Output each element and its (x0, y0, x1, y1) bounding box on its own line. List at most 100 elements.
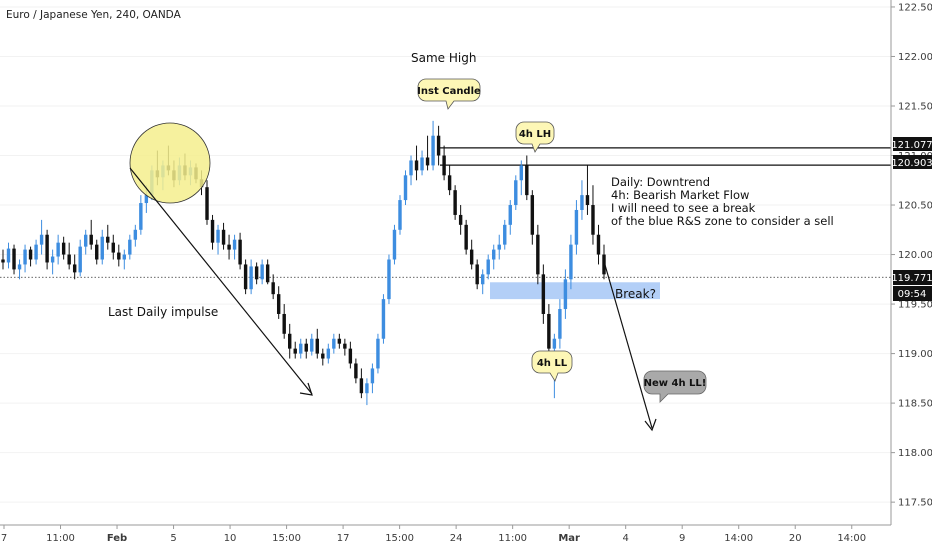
commentary-line-2: 4h: Bearish Market Flow (611, 188, 749, 202)
badge-countdown-bg (893, 286, 932, 301)
inst-candle-bubble-shape (417, 78, 481, 110)
commentary: Daily: Downtrend 4h: Bearish Market Flow… (611, 171, 834, 228)
candle-body (299, 343, 303, 354)
candle-body (563, 279, 568, 310)
candle-body (243, 264, 248, 290)
x-tick-label: 17 (337, 533, 350, 544)
time-axis[interactable]: 7 11:00 Feb 5 10 15:00 17 15:00 24 11:00 Mar 4 9 14:0… (1, 525, 866, 544)
candle-body (326, 348, 331, 359)
x-tick-label: Feb (107, 533, 127, 544)
y-tick-label: 120.500 (898, 201, 932, 212)
new-4h-ll-bubble-shape (643, 370, 707, 403)
candle-body (216, 229, 220, 243)
candle-body (205, 187, 209, 220)
rs-zone[interactable] (490, 282, 660, 300)
candle-body (475, 264, 479, 285)
candle-body (122, 254, 127, 260)
candle-body (106, 236, 110, 243)
candle-body (514, 180, 518, 206)
x-tick-label: 7 (1, 533, 7, 544)
candle-body (95, 244, 99, 260)
h4-lh-bubble[interactable]: 4h LH (515, 121, 555, 153)
candle-body (420, 157, 424, 171)
candle-body (232, 239, 237, 250)
h4-lh-bubble-shape (515, 121, 555, 153)
x-tick-label: 14:00 (724, 533, 753, 544)
candle-body (117, 252, 121, 260)
candle-body (436, 135, 441, 156)
badge-level-2: 120.903 (891, 155, 932, 169)
candle-body (381, 299, 386, 339)
candle-body (503, 224, 507, 245)
candle-body (508, 205, 512, 225)
y-tick-label: 122.000 (898, 52, 932, 63)
candle-body (431, 135, 435, 166)
x-tick-label: 14:00 (837, 533, 866, 544)
candle-body (392, 229, 397, 260)
candle-body (469, 249, 474, 265)
y-tick-label: 122.500 (898, 2, 932, 13)
last-daily-impulse-label: Last Daily impulse (108, 305, 218, 319)
candle-body (128, 239, 132, 255)
badge-level-1-bg (893, 137, 932, 151)
y-tick-label: 117.500 (898, 498, 932, 509)
impulse-arrow-line[interactable] (129, 167, 313, 395)
candle-body (585, 195, 590, 206)
highlight-circle[interactable] (129, 122, 211, 204)
x-tick-label: 10 (224, 533, 237, 544)
candle-body (569, 244, 573, 280)
candle-body (442, 155, 446, 176)
x-tick-label: 4 (622, 533, 628, 544)
candle-body (343, 343, 347, 349)
candle-body (497, 244, 501, 250)
candle-body (293, 348, 297, 354)
h4-ll-bubble-shape (531, 350, 573, 382)
h4-lh-label: 4h LH (519, 129, 551, 140)
candle-body (50, 256, 55, 263)
candle-body (56, 242, 60, 257)
badge-last-price-text: 119.771 (891, 273, 932, 284)
candle-body (139, 203, 143, 230)
h4-ll-label: 4h LL (537, 358, 568, 369)
candle-body (458, 214, 463, 225)
new-4h-ll-bubble[interactable]: New 4h LL! (643, 370, 707, 403)
badge-last-price: 119.771 09:54 (891, 270, 932, 301)
candle-body (574, 209, 579, 245)
candle-body (310, 338, 314, 352)
candle-body (480, 274, 485, 285)
candle-body (227, 244, 231, 250)
break-question-label: Break? (615, 287, 656, 301)
candle-body (580, 195, 584, 210)
same-high-label: Same High (411, 51, 476, 65)
candle-body (61, 242, 66, 255)
candle-body (34, 244, 38, 260)
impulse-arrow-head (299, 382, 313, 396)
zone-layer (490, 282, 660, 300)
y-tick-label: 119.500 (898, 300, 932, 311)
commentary-line-3: I will need to see a break (611, 201, 756, 215)
candle-body (210, 219, 215, 243)
candle-body (144, 195, 149, 204)
candle-body (414, 160, 419, 171)
candle-body (111, 242, 115, 253)
candle-body (39, 234, 44, 245)
candle-body (525, 165, 529, 196)
forecast-arrow-line[interactable] (602, 257, 653, 429)
candle-body (6, 248, 11, 263)
candle-body (89, 234, 93, 245)
candle-body (447, 175, 452, 191)
candle-body (547, 313, 551, 349)
badge-level-2-bg (893, 155, 932, 169)
candle-body (332, 338, 336, 349)
candle-body (271, 282, 275, 295)
candle-body (453, 190, 457, 215)
inst-candle-bubble[interactable]: Inst Candle (417, 78, 481, 110)
candle-body (337, 338, 342, 344)
candle-body (221, 229, 226, 245)
x-tick-label: 11:00 (498, 533, 527, 544)
candle-body (265, 264, 270, 283)
h4-ll-bubble[interactable]: 4h LL (531, 350, 573, 382)
candle-body (315, 338, 319, 354)
